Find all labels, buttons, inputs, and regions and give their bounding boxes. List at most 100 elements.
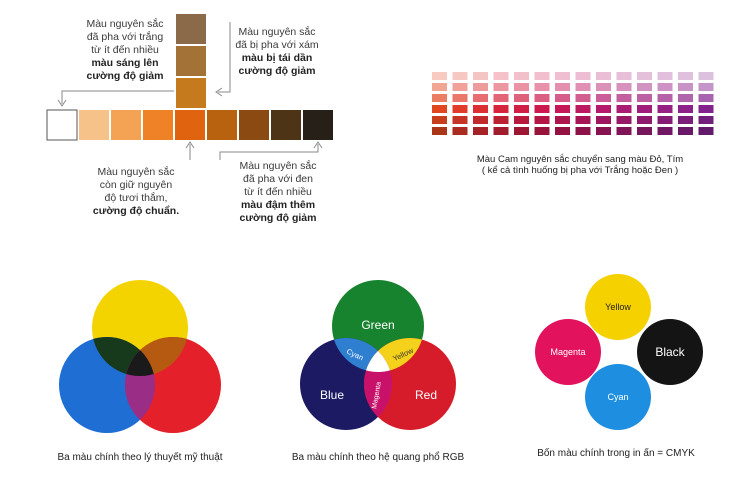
pure-note-emphasis: cường độ chuẩn. <box>92 205 180 217</box>
grid-cell <box>514 127 529 135</box>
grid-cell <box>473 94 488 102</box>
magenta-disc <box>535 319 601 385</box>
art-primaries-caption: Ba màu chính theo lý thuyết mỹ thuật <box>57 452 223 463</box>
grid-cell <box>596 105 611 113</box>
grid-cell <box>432 72 447 80</box>
shade-arrow-head <box>313 141 323 149</box>
cmyk-caption: Bốn màu chính trong in ấn = CMYK <box>537 448 695 459</box>
grid-cell <box>637 94 652 102</box>
yellow-overlap <box>364 338 424 372</box>
rgb-diagram <box>300 280 456 430</box>
grid-cell <box>473 105 488 113</box>
tint-note-line: từ ít đến nhiều <box>91 44 159 56</box>
grid-cell <box>514 83 529 91</box>
grid-cell <box>555 116 570 124</box>
tint-note-emphasis: màu sáng lên <box>91 57 159 69</box>
grid-cell <box>698 116 714 124</box>
grid-cell <box>432 83 447 91</box>
grid-cell <box>637 72 652 80</box>
pure-note-line: Màu nguyên sắc <box>97 166 175 178</box>
column-swatch <box>176 78 206 108</box>
red-label: Red <box>414 388 437 402</box>
grid-cell <box>432 94 447 102</box>
grid-cell <box>514 72 529 80</box>
grid-cell <box>514 105 529 113</box>
annotation-arrows <box>57 22 323 160</box>
grid-cell <box>534 83 550 91</box>
grid-cell <box>473 72 488 80</box>
grid-cell <box>493 94 509 102</box>
shade-note-emphasis: màu đậm thêm <box>240 199 316 211</box>
tint-note-emphasis: cường độ giảm <box>86 70 164 82</box>
shade-note: Màu nguyên sắc đã pha với đen từ ít đến … <box>222 160 334 225</box>
grid-cell <box>678 94 693 102</box>
grid-cell <box>432 127 447 135</box>
grid-cell <box>616 105 632 113</box>
grid-cell <box>452 83 468 91</box>
shade-note-line: Màu nguyên sắc <box>239 160 317 172</box>
yellow-red-overlap <box>125 337 188 376</box>
strip-swatch <box>175 110 205 140</box>
grid-caption-line: Màu Cam nguyên sắc chuyển sang màu Đỏ, T… <box>476 154 684 165</box>
grid-cell <box>657 116 673 124</box>
grid-cell <box>493 83 509 91</box>
grid-cell <box>698 83 714 91</box>
grid-cell <box>473 127 488 135</box>
grid-cell <box>678 116 693 124</box>
grid-cell <box>452 105 468 113</box>
column-swatch <box>176 14 206 44</box>
yellow-label: Yellow <box>605 302 631 312</box>
tone-note-emphasis: màu bị tái dần <box>241 52 313 64</box>
grid-cell <box>616 94 632 102</box>
grid-cell <box>473 116 488 124</box>
strip-swatch <box>239 110 269 140</box>
tone-arrow-head <box>215 87 223 97</box>
grid-cell <box>698 127 714 135</box>
grid-cell <box>575 83 591 91</box>
tone-note-emphasis: cường độ giảm <box>238 65 316 77</box>
grid-cell <box>698 94 714 102</box>
grid-cell <box>555 83 570 91</box>
grid-cell <box>493 127 509 135</box>
grid-cell <box>555 127 570 135</box>
magenta-label: Magenta <box>550 347 586 357</box>
art-primaries-diagram <box>59 280 221 433</box>
grid-cell <box>596 116 611 124</box>
strip-swatch <box>46 109 78 141</box>
grid-cell <box>698 105 714 113</box>
grid-cell <box>698 72 714 80</box>
grid-cell <box>657 83 673 91</box>
tint-arrow-head <box>57 99 67 107</box>
grid-cell <box>514 94 529 102</box>
grid-cell <box>678 83 693 91</box>
cmyk-diagram <box>535 274 703 430</box>
rgb-caption: Ba màu chính theo hệ quang phổ RGB <box>291 452 465 463</box>
shade-note-emphasis: cường độ giảm <box>239 212 317 224</box>
grid-cell <box>473 83 488 91</box>
grid-cell <box>637 83 652 91</box>
grid-cell <box>555 105 570 113</box>
strip-swatch <box>143 110 173 140</box>
grid-cell <box>657 127 673 135</box>
grid-cell <box>452 72 468 80</box>
cyan-disc <box>585 364 651 430</box>
strip-swatch <box>111 110 141 140</box>
tint-arrow <box>61 90 174 104</box>
pure-note: Màu nguyên sắc còn giữ nguyên độ tươi th… <box>82 166 190 218</box>
grid-cell <box>637 116 652 124</box>
tone-column <box>176 14 206 108</box>
tone-note-line: Màu nguyên sắc <box>238 26 316 38</box>
strip-swatch <box>79 110 109 140</box>
grid-cell <box>575 94 591 102</box>
pure-arrow-head <box>185 141 195 149</box>
grid-cell <box>432 105 447 113</box>
tint-note: Màu nguyên sắc đã pha với trắng từ ít đế… <box>70 18 180 83</box>
tone-arrow <box>218 22 231 93</box>
column-swatch <box>176 46 206 76</box>
grid-cell <box>555 94 570 102</box>
orange-to-purple-grid <box>432 72 714 135</box>
grid-cell <box>555 72 570 80</box>
black-disc <box>637 319 703 385</box>
grid-cell <box>616 116 632 124</box>
